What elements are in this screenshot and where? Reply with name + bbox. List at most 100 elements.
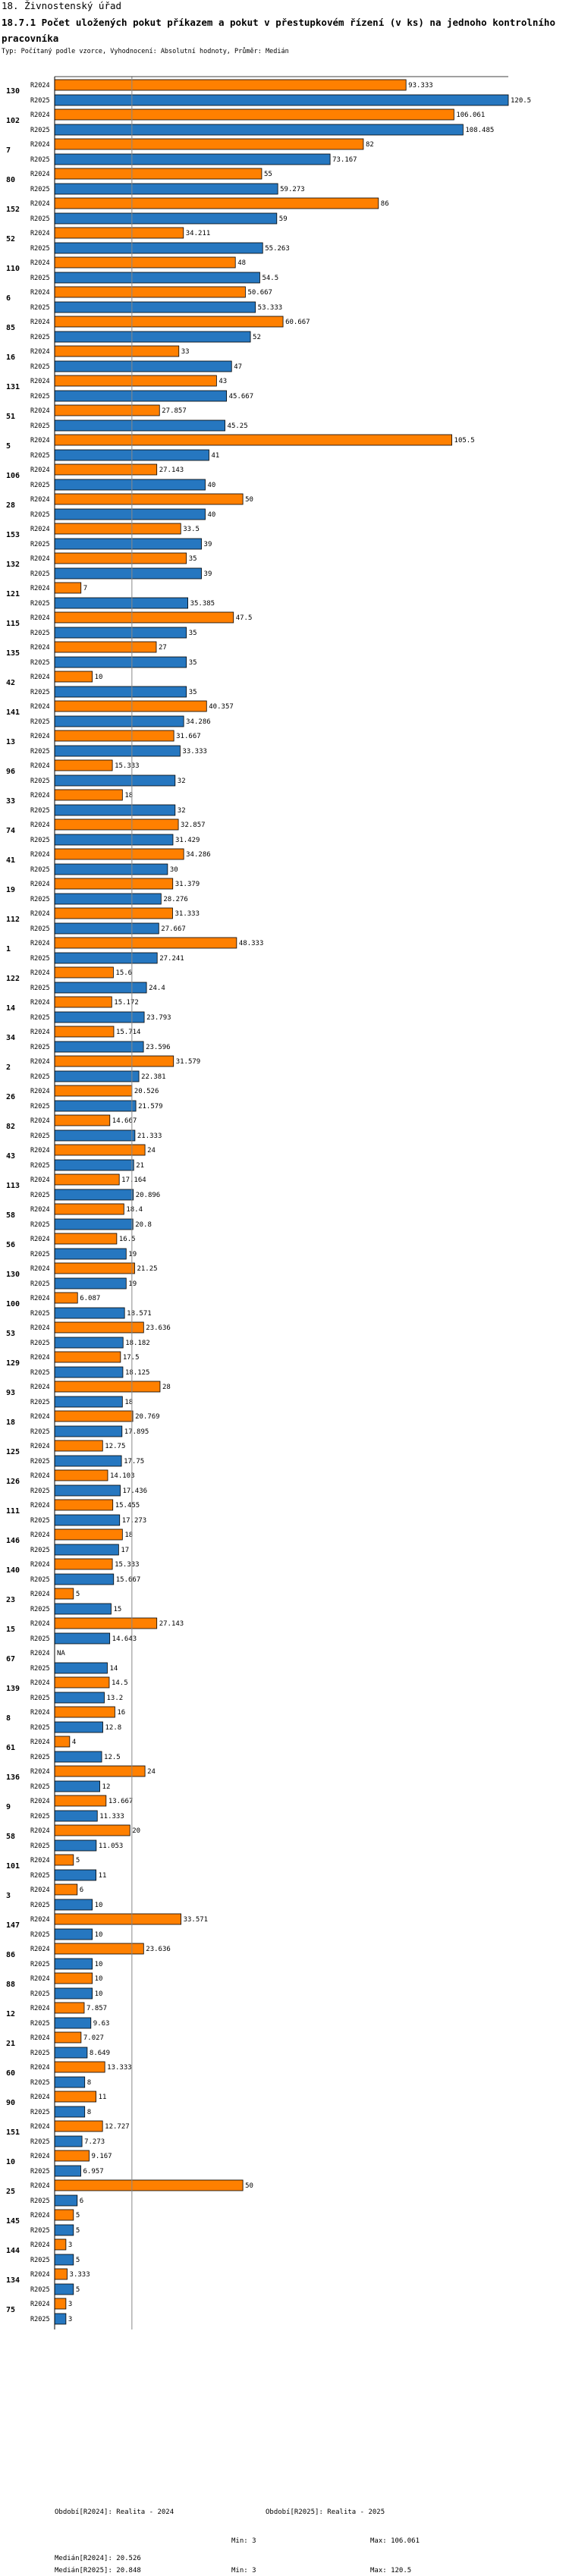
value-label: 50.667: [247, 289, 272, 297]
value-label: 31.333: [174, 910, 200, 918]
value-label: 11.333: [99, 1813, 124, 1820]
category-label: 146: [6, 1537, 20, 1545]
value-label: 15: [113, 1606, 121, 1613]
category-label: 10: [6, 2158, 15, 2166]
bar-r2025: [54, 893, 162, 905]
value-label: 17.164: [121, 1176, 146, 1184]
series-label: R2025: [30, 127, 50, 134]
series-label: R2024: [30, 1117, 50, 1125]
bar-r2025: [54, 1751, 102, 1763]
bar-r2024: [54, 1972, 93, 1984]
category-label: 152: [6, 206, 20, 214]
series-label: R2024: [30, 407, 50, 415]
value-label: 33.5: [183, 526, 200, 533]
bar-r2025: [54, 1189, 134, 1201]
series-label: R2024: [30, 2034, 50, 2042]
value-label: 40: [208, 511, 216, 519]
series-label: R2025: [30, 2050, 50, 2057]
value-label: 14.667: [112, 1117, 137, 1125]
series-label: R2025: [30, 778, 50, 785]
bar-r2024: [54, 1943, 144, 1955]
series-label: R2024: [30, 969, 50, 977]
category-label: 23: [6, 1596, 15, 1604]
series-label: R2024: [30, 762, 50, 770]
bar-r2024: [54, 138, 364, 150]
series-label: R2025: [30, 334, 50, 341]
value-label: 15.667: [116, 1576, 141, 1584]
bar-r2025: [54, 834, 174, 846]
bar-r2025: [54, 301, 256, 313]
bar-r2024: [54, 1203, 124, 1215]
series-label: R2024: [30, 82, 50, 90]
value-label: 73.167: [332, 156, 357, 164]
bar-r2024: [54, 1351, 121, 1363]
series-label: R2025: [30, 304, 50, 312]
bar-r2025: [54, 1041, 144, 1053]
series-label: R2025: [30, 1813, 50, 1820]
bar-r2024: [54, 582, 82, 594]
series-label: R2024: [30, 821, 50, 829]
value-label: 108.485: [465, 127, 494, 134]
bar-r2024: [54, 848, 184, 860]
value-label: 120.5: [511, 97, 531, 105]
category-label: 21: [6, 2040, 15, 2048]
bar-r2024: [54, 671, 93, 683]
bar-r2025: [54, 212, 278, 225]
series-label: R2024: [30, 141, 50, 149]
series-label: R2024: [30, 526, 50, 533]
value-label: 27.143: [159, 1620, 184, 1628]
category-label: 56: [6, 1241, 15, 1249]
value-label: 55.263: [265, 245, 290, 253]
value-label: 27: [159, 644, 167, 652]
series-label: R2024: [30, 1739, 50, 1746]
bar-r2025: [54, 1070, 140, 1082]
category-label: 1: [6, 945, 11, 953]
category-label: 85: [6, 324, 15, 332]
bar-r2024: [54, 1913, 182, 1925]
value-label: 48.333: [239, 940, 264, 947]
series-label: R2024: [30, 1324, 50, 1332]
category-label: 93: [6, 1389, 15, 1397]
series-label: R2024: [30, 259, 50, 267]
series-label: R2024: [30, 1827, 50, 1835]
value-label: 3: [68, 2301, 72, 2308]
bar-r2025: [54, 1987, 93, 2000]
value-label: 23.596: [146, 1044, 171, 1051]
series-label: R2025: [30, 2257, 50, 2264]
value-label: 32.857: [181, 821, 206, 829]
bar-r2025: [54, 538, 202, 550]
value-label: 18.125: [125, 1369, 150, 1377]
value-label: 11: [99, 1872, 107, 1880]
value-label: 105.5: [454, 437, 475, 445]
category-label: 125: [6, 1448, 20, 1456]
category-label: 88: [6, 1981, 15, 1989]
value-label: 14.5: [112, 1679, 128, 1687]
legend-r2025-median: Medián[R2025]: 20.848: [55, 2567, 141, 2574]
value-label: 35: [189, 659, 197, 667]
bar-r2025: [54, 272, 260, 284]
value-label: 17.75: [124, 1458, 144, 1465]
series-label: R2024: [30, 348, 50, 356]
bar-r2025: [54, 331, 251, 343]
series-label: R2025: [30, 1399, 50, 1406]
series-label: R2025: [30, 275, 50, 282]
bar-r2025: [54, 715, 184, 727]
series-label: R2024: [30, 2005, 50, 2012]
category-label: 58: [6, 1211, 15, 1220]
series-label: R2024: [30, 1088, 50, 1095]
series-label: R2024: [30, 200, 50, 208]
series-label: R2024: [30, 2271, 50, 2279]
value-label: 35: [189, 630, 197, 637]
value-label: 6: [80, 1886, 83, 1894]
bar-r2025: [54, 1810, 98, 1822]
series-label: R2025: [30, 1754, 50, 1761]
bar-r2024: [54, 1321, 144, 1334]
value-label: 3.333: [70, 2271, 90, 2279]
value-label: 24: [147, 1147, 156, 1154]
series-label: R2024: [30, 792, 50, 800]
bar-r2024: [54, 404, 160, 416]
category-label: 5: [6, 442, 11, 451]
series-label: R2024: [30, 1354, 50, 1362]
series-label: R2025: [30, 245, 50, 253]
bar-r2025: [54, 479, 206, 491]
